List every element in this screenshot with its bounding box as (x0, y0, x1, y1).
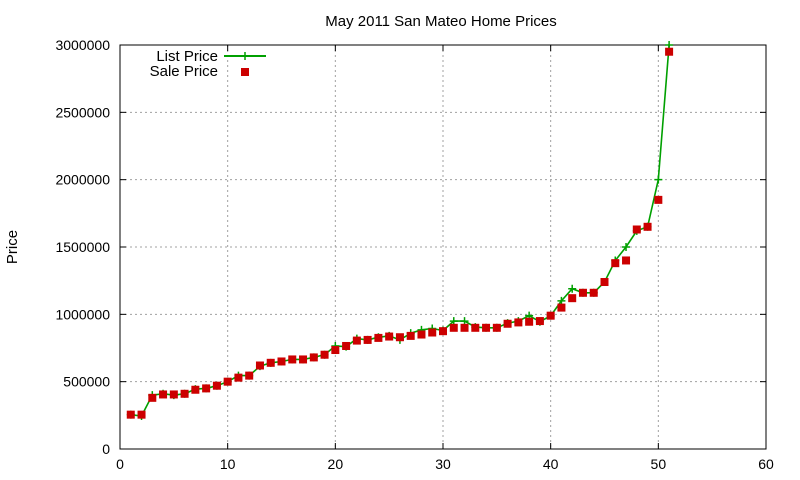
sale-price-point (137, 410, 146, 419)
y-tick-label: 2500000 (55, 104, 110, 120)
sale-price-point (514, 318, 523, 327)
list-price-point (568, 284, 577, 293)
legend: List Price Sale Price (150, 48, 266, 80)
sale-price-point (525, 317, 534, 326)
legend-label-list-price: List Price (156, 48, 218, 65)
x-tick-label: 50 (651, 456, 667, 472)
sale-price-point (202, 384, 211, 393)
sale-price-point (266, 358, 275, 367)
sale-price-point (471, 323, 480, 332)
sale-price-point (439, 327, 447, 336)
sale-price-point (632, 225, 641, 234)
sale-price-point (643, 222, 652, 231)
sale-price-point (611, 259, 620, 268)
sale-price-point (417, 330, 426, 339)
sale-price-point (460, 323, 469, 332)
list-price-point (449, 317, 458, 326)
sale-price-point (169, 390, 178, 399)
axis-ticks: 0 10 20 30 40 50 60 0 500000 1000000 1500000 200000… (55, 37, 774, 472)
sale-price-point (255, 361, 264, 370)
x-tick-label: 30 (435, 456, 451, 472)
sale-price-point (148, 393, 157, 402)
sale-price-point (299, 355, 308, 364)
sale-price-point (126, 410, 135, 419)
list-price-point (460, 317, 469, 326)
sale-price-point (245, 371, 254, 380)
sale-price-point (180, 389, 189, 398)
x-tick-label: 20 (328, 456, 344, 472)
sale-price-point (395, 333, 404, 342)
series-line-list-price (130, 44, 670, 417)
sale-price-point (406, 331, 415, 340)
sale-price-point (589, 288, 598, 297)
sale-price-point (374, 333, 383, 342)
sale-price-point (428, 328, 437, 337)
x-tick-label: 60 (758, 456, 774, 472)
sale-price-point (223, 377, 232, 386)
sale-price-point (159, 390, 168, 399)
sale-price-point (277, 357, 286, 366)
sale-price-point (449, 323, 458, 332)
y-tick-label: 2000000 (55, 172, 110, 188)
sale-price-point (568, 294, 577, 303)
list-price-point (622, 243, 631, 251)
legend-marker-sale-price (241, 68, 249, 76)
sale-price-point (622, 256, 631, 265)
chart-title: May 2011 San Mateo Home Prices (325, 13, 557, 30)
sale-price-point (385, 332, 394, 341)
y-axis-label: Price (4, 230, 21, 264)
x-tick-label: 0 (116, 456, 124, 472)
y-tick-label: 1000000 (55, 306, 110, 322)
sale-price-point (654, 195, 663, 204)
sale-price-point (492, 323, 501, 332)
sale-price-point (503, 319, 512, 328)
sale-price-point (309, 353, 318, 362)
sale-price-point (352, 336, 361, 345)
y-tick-label: 3000000 (55, 37, 110, 53)
sale-price-point (288, 355, 297, 364)
sale-price-point (535, 317, 544, 326)
sale-price-point (665, 47, 674, 56)
sale-price-point (320, 350, 329, 359)
sale-price-point (234, 373, 243, 382)
sale-price-point (600, 278, 609, 287)
sale-price-point (546, 311, 555, 320)
y-tick-label: 500000 (63, 374, 110, 390)
legend-label-sale-price: Sale Price (150, 63, 218, 80)
series-layer (126, 41, 674, 421)
list-price-point (654, 175, 663, 184)
y-tick-label: 1500000 (55, 239, 110, 255)
sale-price-point (212, 381, 221, 390)
sale-price-point (331, 346, 340, 355)
plot-frame (119, 44, 767, 450)
list-price-point (665, 41, 674, 49)
sale-price-point (557, 303, 566, 312)
sale-price-point (342, 341, 351, 350)
list-price-point (557, 296, 566, 305)
sale-price-point (578, 288, 587, 297)
x-tick-label: 10 (220, 456, 236, 472)
x-tick-label: 40 (543, 456, 559, 472)
y-tick-label: 0 (102, 441, 110, 457)
sale-price-point (482, 323, 491, 332)
sale-price-point (363, 335, 372, 344)
sale-price-point (191, 385, 200, 394)
legend-marker-list-price (241, 52, 249, 60)
